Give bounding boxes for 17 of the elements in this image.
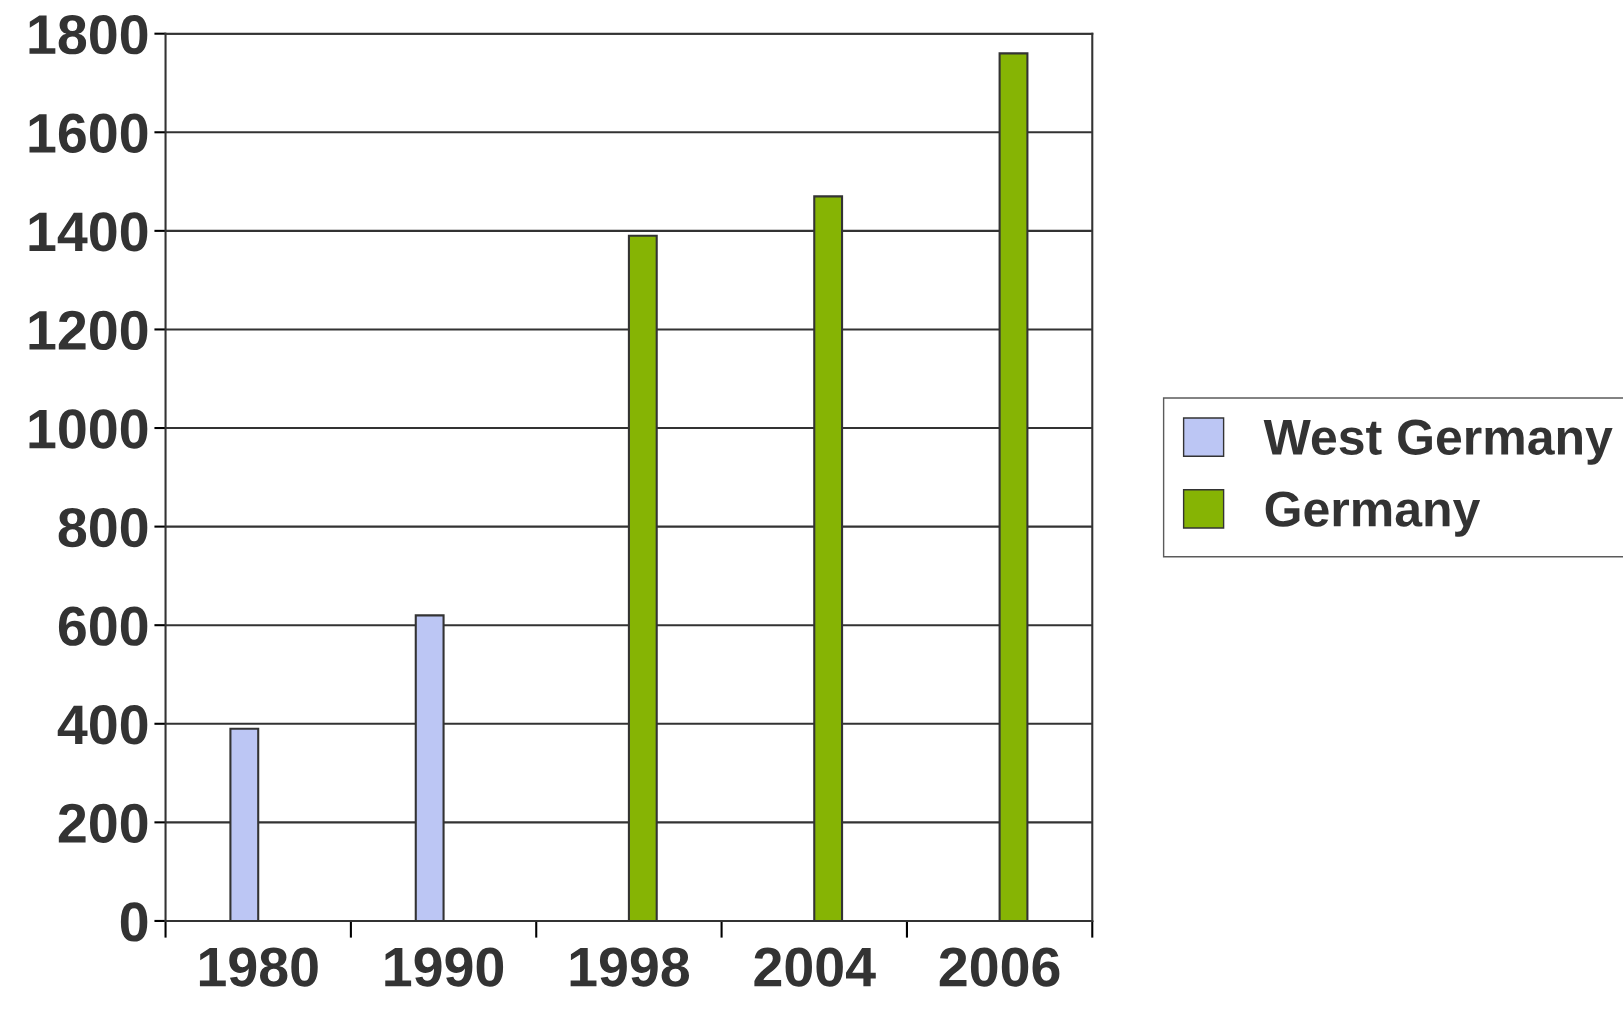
y-tick-label: 800: [58, 507, 148, 548]
legend-label: West Germany: [1263, 419, 1613, 465]
y-tick-label: 1800: [29, 15, 148, 55]
legend-label: Germany: [1265, 491, 1481, 537]
y-tick-label: 1000: [29, 409, 148, 449]
y-tick-label: 1200: [29, 310, 148, 351]
y-tick-label: 400: [57, 705, 148, 745]
x-tick-label: 2004: [754, 947, 876, 987]
x-tick-label: 1980: [199, 947, 318, 987]
y-tick-label: 600: [58, 606, 148, 646]
y-tick-label: 200: [58, 803, 148, 844]
x-tick-label: 2006: [939, 947, 1060, 987]
x-tick-label: 1990: [385, 947, 504, 987]
x-tick-label: 1998: [570, 947, 690, 987]
y-tick-label: 0: [120, 902, 148, 942]
y-tick-label: 1400: [29, 212, 148, 252]
y-tick-label: 1600: [29, 113, 148, 153]
